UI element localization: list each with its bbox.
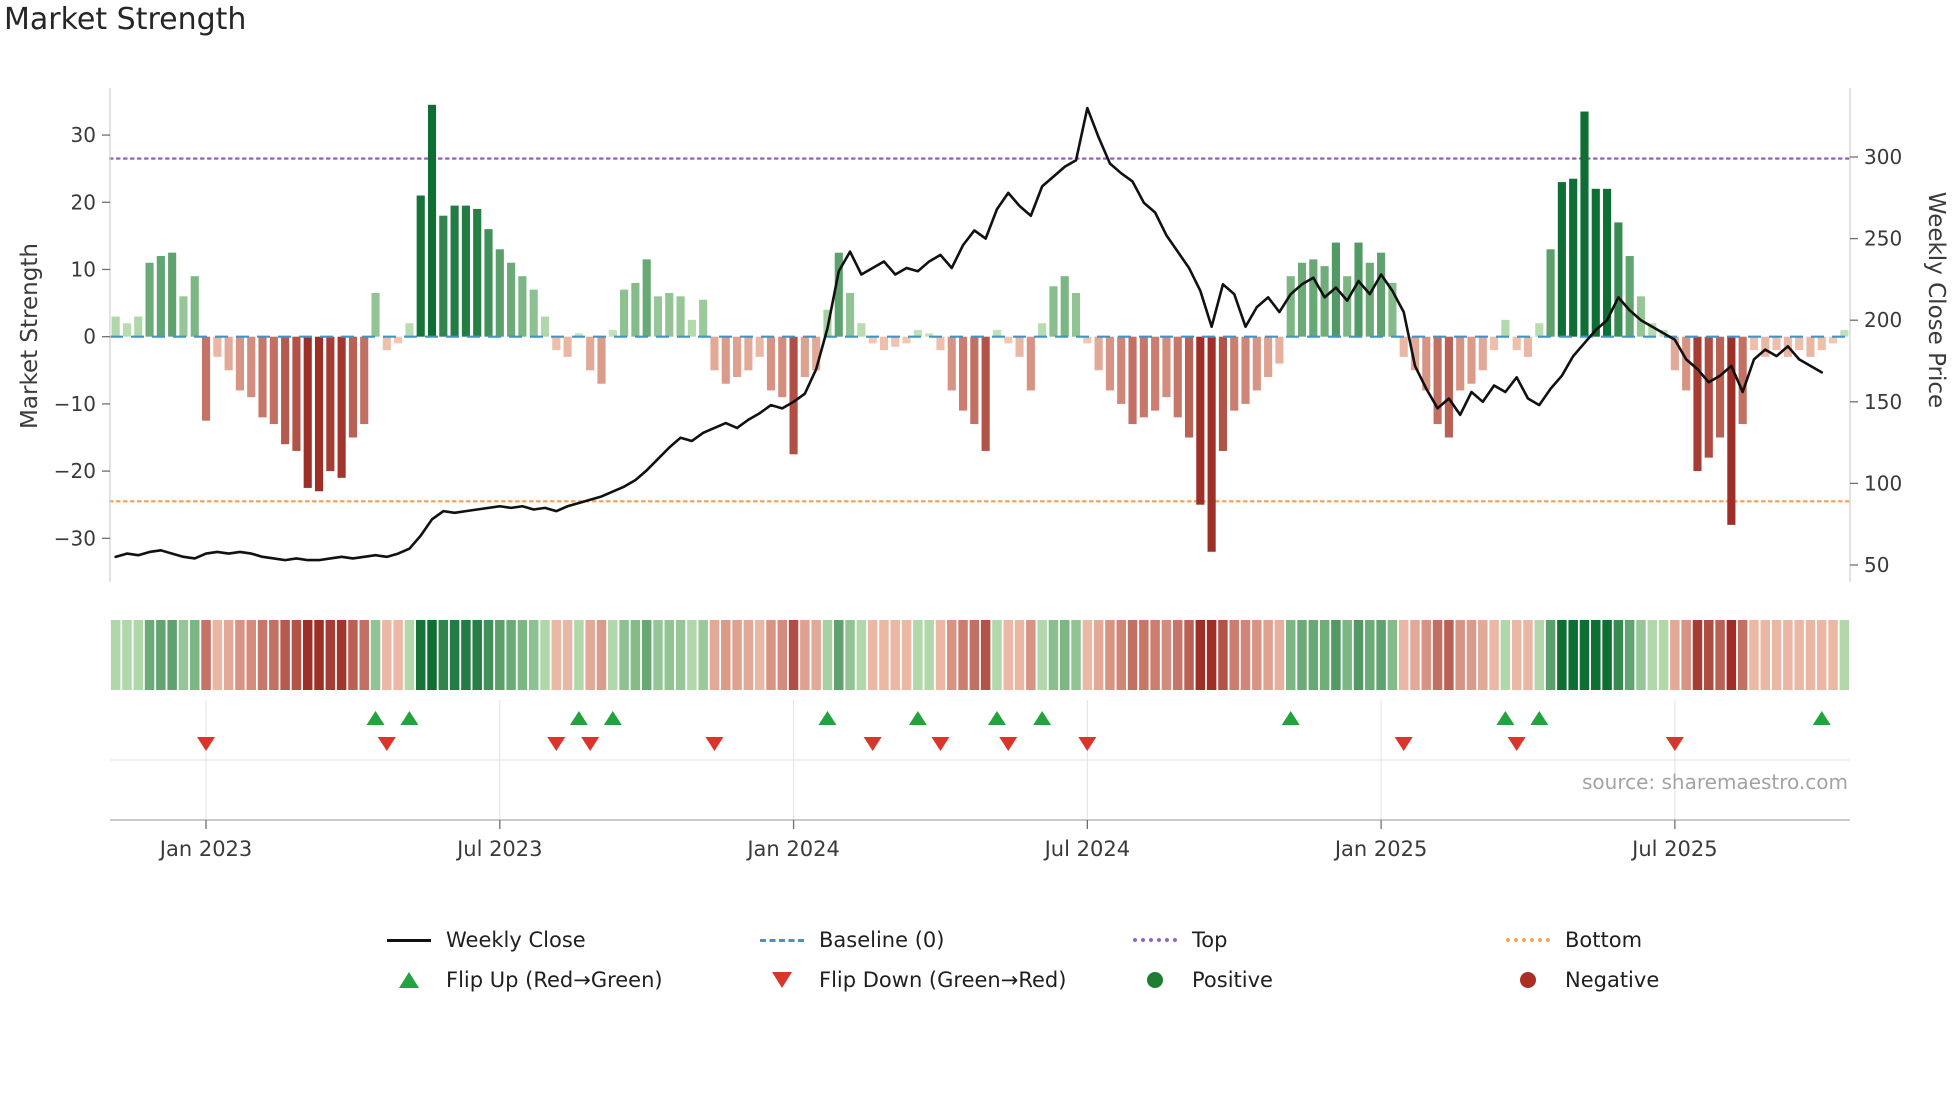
svg-text:50: 50 [1864,553,1889,577]
svg-text:Jan 2024: Jan 2024 [745,837,840,861]
flip-up-marker [1281,711,1300,725]
svg-text:Jan 2025: Jan 2025 [1333,837,1428,861]
flip-down-marker [581,737,600,751]
heatmap-strip [110,620,1850,690]
reference-lines [108,157,1852,503]
svg-text:150: 150 [1864,390,1902,414]
svg-text:300: 300 [1864,145,1902,169]
top-dotted-swatch [1132,938,1178,942]
flip-up-triangle-icon [386,972,432,988]
flip-down-marker [705,737,724,751]
positive-dot-icon [1132,972,1178,988]
right-axis-label: Weekly Close Price [1923,191,1949,409]
negative-dot-icon [1505,972,1551,988]
legend-item-top: Top [1132,928,1505,952]
legend-item-bottom: Bottom [1505,928,1878,952]
flip-up-marker [818,711,837,725]
legend-label: Positive [1192,968,1273,992]
legend-item-weekly-close: Weekly Close [386,928,759,952]
svg-text:Jul 2024: Jul 2024 [1043,837,1130,861]
flip-down-marker [377,737,396,751]
chart-title: Market Strength [4,2,247,37]
legend-item-flip-up: Flip Up (Red→Green) [386,968,759,992]
legend-item-positive: Positive [1132,968,1505,992]
weekly-close-line-swatch [386,938,432,942]
flip-up-marker [908,711,927,725]
svg-text:Jul 2025: Jul 2025 [1630,837,1717,861]
flip-up-marker [1812,711,1831,725]
plot-spines [109,88,1851,582]
svg-text:100: 100 [1864,471,1902,495]
svg-text:−20: −20 [54,459,96,483]
flip-markers [197,711,1831,751]
flip-down-marker [863,737,882,751]
legend-label: Bottom [1565,928,1643,952]
svg-text:−10: −10 [54,392,96,416]
flip-down-marker [1394,737,1413,751]
svg-text:20: 20 [71,190,96,214]
svg-text:10: 10 [71,257,96,281]
legend-item-baseline: Baseline (0) [759,928,1132,952]
legend-label: Baseline (0) [819,928,945,952]
flip-down-marker [931,737,950,751]
flip-down-marker [999,737,1018,751]
legend-label: Flip Up (Red→Green) [446,968,663,992]
flip-up-marker [569,711,588,725]
legend-label: Flip Down (Green→Red) [819,968,1067,992]
bottom-dotted-swatch [1505,938,1551,942]
flip-up-marker [987,711,1006,725]
legend-label: Top [1192,928,1228,952]
strength-bars [111,104,1849,552]
flip-up-marker [366,711,385,725]
svg-text:−30: −30 [54,526,96,550]
weekly-close-price-line [114,106,1824,562]
svg-text:Jan 2023: Jan 2023 [158,837,253,861]
legend-label: Negative [1565,968,1660,992]
flip-down-marker [1507,737,1526,751]
left-axis-ticks: 30 20 10 0 −10 −20 −30 [54,123,110,550]
flip-down-marker [547,737,566,751]
legend-item-flip-down: Flip Down (Green→Red) [759,968,1132,992]
flip-up-marker [1530,711,1549,725]
chart-legend: Weekly Close Baseline (0) Top Bottom Fli… [386,920,1878,1000]
flip-down-marker [197,737,216,751]
svg-text:250: 250 [1864,227,1902,251]
left-axis-label: Market Strength [17,243,43,429]
lower-panel-grid [110,700,1850,820]
flip-down-marker [1665,737,1684,751]
svg-text:0: 0 [83,325,96,349]
flip-up-marker [400,711,419,725]
legend-label: Weekly Close [446,928,586,952]
baseline-dash-swatch [759,938,805,942]
flip-up-marker [603,711,622,725]
svg-text:30: 30 [71,123,96,147]
source-credit: source: sharemaestro.com [1582,770,1848,794]
legend-item-negative: Negative [1505,968,1878,992]
right-axis-ticks: 300 250 200 150 100 50 [1850,145,1902,577]
svg-text:200: 200 [1864,308,1902,332]
flip-up-marker [1496,711,1515,725]
flip-down-marker [1078,737,1097,751]
flip-down-triangle-icon [759,972,805,988]
flip-up-marker [1033,711,1052,725]
svg-text:Jul 2023: Jul 2023 [455,837,542,861]
x-axis: Jan 2023 Jul 2023 Jan 2024 Jul 2024 Jan 2025… [110,819,1850,861]
